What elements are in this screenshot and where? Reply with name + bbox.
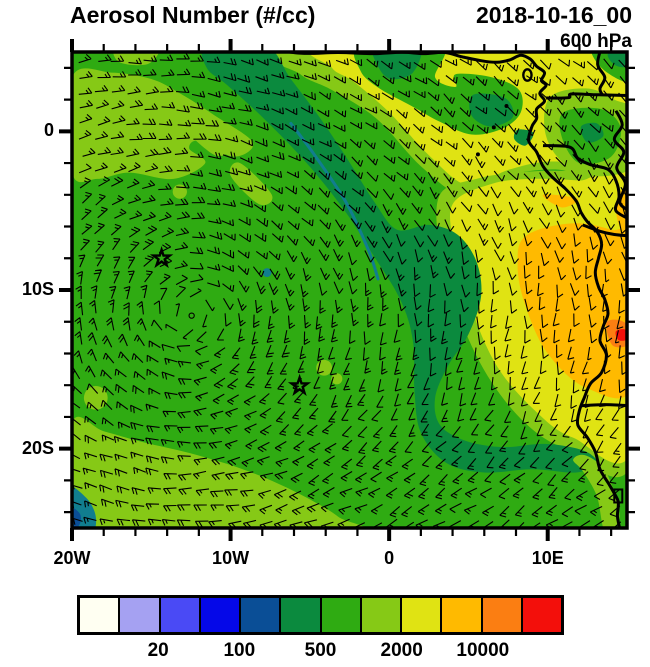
star-marker [287, 373, 312, 397]
y-tick-label: 20S [21, 437, 54, 458]
country-border [546, 92, 627, 100]
yg-strip-1 [172, 104, 229, 157]
colorbar-cell-7 [361, 598, 402, 632]
country-border [580, 403, 627, 408]
x-tick-label: 20W [53, 548, 91, 568]
colorbar-cell-9 [442, 598, 483, 632]
x-tick-label: 10W [212, 548, 250, 568]
colorbar-cell-3 [200, 598, 241, 632]
colorbar-tick-label: 100 [223, 640, 256, 661]
yg-strip-2 [229, 162, 273, 206]
wind-barbs-layer [72, 53, 627, 528]
dkgreen-top-notch [372, 52, 422, 80]
pressure-level-label: 600 hPa [560, 31, 632, 52]
yg-bottom-band [72, 416, 367, 528]
island-annobon [475, 152, 480, 157]
x-tick-label: 10E [531, 548, 564, 568]
colorbar-cell-1 [120, 598, 161, 632]
colorbar-tick-label: 2000 [380, 640, 423, 661]
colorbar-cell-11 [522, 598, 561, 632]
dkgreen-ne-a [469, 93, 514, 127]
island-bioko [522, 68, 533, 82]
station-markers [149, 245, 624, 504]
yg-fleck-a [172, 184, 187, 199]
page-title: Aerosol Number (#/cc) [70, 2, 316, 28]
datetime-label: 2018-10-16_00 [475, 2, 632, 28]
teal-dot [262, 268, 272, 277]
country-border [542, 144, 627, 220]
colorbar-tick-label: 500 [304, 640, 337, 661]
country-border [612, 109, 627, 212]
colorbar-cell-8 [402, 598, 443, 632]
gold-sliver [542, 194, 579, 208]
yg-top-strip [113, 52, 159, 66]
colorbar-cell-6 [321, 598, 362, 632]
star-marker [149, 245, 174, 269]
colorbar-cell-5 [281, 598, 322, 632]
colorbar-tick-label: 20 [147, 640, 169, 661]
country-border [582, 223, 627, 238]
colorbar-cell-2 [160, 598, 201, 632]
axis-ticks [59, 39, 640, 541]
dkgreen-land-dot [580, 122, 604, 143]
gold-blob [517, 223, 627, 399]
yg-fleck-c [331, 373, 343, 385]
colorbar [77, 595, 564, 635]
yg-coast-sliver [573, 454, 620, 528]
y-tick-label: 0 [43, 120, 54, 141]
teal-sliver [289, 121, 380, 281]
dkgreen-band [201, 52, 597, 473]
colorbar-tick-label: 10000 [456, 640, 510, 661]
square-marker [613, 488, 624, 504]
island-principe [504, 103, 509, 108]
colorbar-cell-0 [80, 598, 121, 632]
country-border [596, 52, 607, 96]
y-tick-label: 10S [21, 279, 54, 299]
coastline-borders-layer [278, 52, 627, 528]
africa-coastline [278, 52, 622, 528]
x-tick-label: 0 [384, 548, 395, 568]
colorbar-cell-4 [241, 598, 282, 632]
island-sao-tome [491, 125, 496, 130]
colorbar-cell-10 [482, 598, 523, 632]
